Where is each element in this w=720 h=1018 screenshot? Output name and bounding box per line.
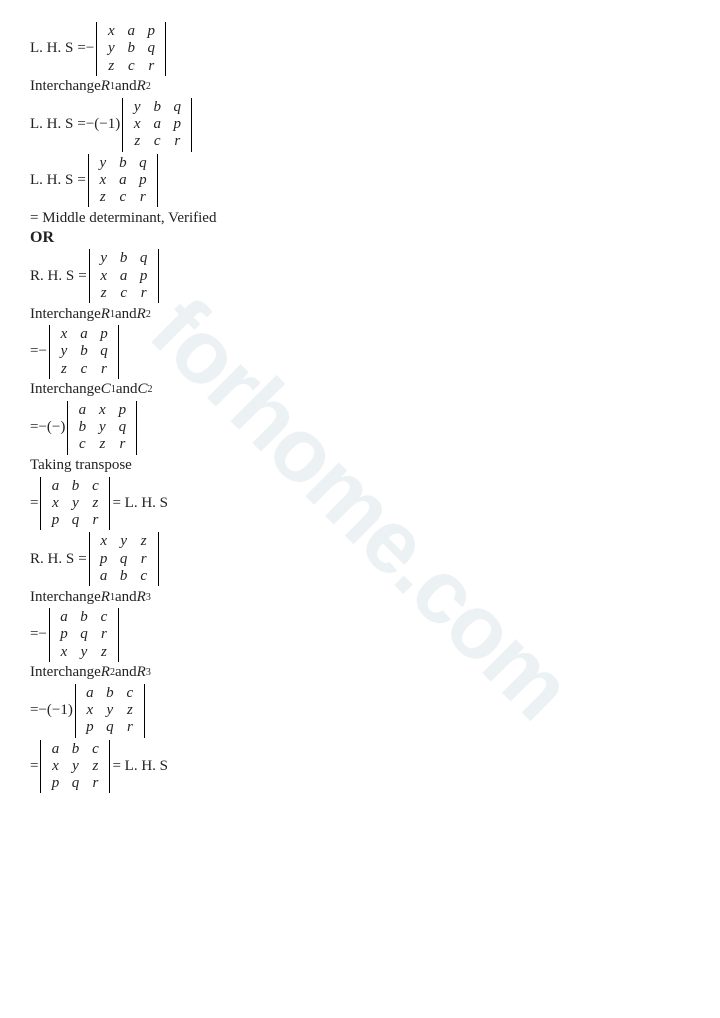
equals: =: [30, 419, 38, 436]
equals: =: [30, 758, 38, 775]
eq-line: R. H. S = xyz pqr abc: [30, 532, 390, 586]
step-text: Interchange R1 and R2: [30, 78, 390, 96]
eq-line: L. H. S = − xap ybq zcr: [30, 22, 390, 76]
or-label: OR: [30, 229, 390, 247]
determinant: abc xyz pqr: [75, 684, 145, 738]
rhs-label: R. H. S: [30, 268, 74, 285]
determinant: xap ybq zcr: [49, 325, 119, 379]
determinant: ybq xap zcr: [88, 154, 158, 208]
eq-line: R. H. S = ybq xap zcr: [30, 249, 390, 303]
eq-line: = abc xyz pqr = L. H. S: [30, 477, 390, 531]
neg-neg-one: −(−1): [86, 116, 120, 133]
equals: =: [30, 626, 38, 643]
equals: =: [78, 268, 86, 285]
neg-neg: −(−): [38, 419, 65, 436]
equals: =: [30, 702, 38, 719]
math-content: L. H. S = − xap ybq zcr Interchange R1 a…: [30, 22, 390, 793]
equals: =: [30, 343, 38, 360]
lhs-label: L. H. S: [30, 116, 73, 133]
equals: =: [77, 40, 85, 57]
rhs-label: R. H. S: [30, 551, 74, 568]
step-text: Taking transpose: [30, 457, 390, 475]
eq-line: = − abc pqr xyz: [30, 608, 390, 662]
equals: =: [77, 172, 85, 189]
step-text: Interchange R1 and R2: [30, 305, 390, 323]
eq-line: = −(−) axp byq czr: [30, 401, 390, 455]
eq-line: = − xap ybq zcr: [30, 325, 390, 379]
determinant: axp byq czr: [67, 401, 137, 455]
verified-text: = Middle determinant, Verified: [30, 209, 390, 227]
determinant: abc xyz pqr: [40, 477, 110, 531]
lhs-label: L. H. S: [30, 172, 73, 189]
step-text: Interchange R1 and R3: [30, 588, 390, 606]
negative-sign: −: [38, 343, 46, 360]
determinant: ybq xap zcr: [122, 98, 192, 152]
equals: =: [77, 116, 85, 133]
negative-sign: −: [86, 40, 94, 57]
eq-line: L. H. S = −(−1) ybq xap zcr: [30, 98, 390, 152]
eq-line: = −(−1) abc xyz pqr: [30, 684, 390, 738]
negative-sign: −: [38, 626, 46, 643]
determinant: abc pqr xyz: [49, 608, 119, 662]
eq-line: = abc xyz pqr = L. H. S: [30, 740, 390, 794]
equals-lhs: = L. H. S: [112, 495, 168, 512]
determinant: xyz pqr abc: [89, 532, 159, 586]
equals: =: [30, 495, 38, 512]
determinant: abc xyz pqr: [40, 740, 110, 794]
neg-neg-one: −(−1): [38, 702, 72, 719]
determinant: xap ybq zcr: [96, 22, 166, 76]
equals: =: [78, 551, 86, 568]
step-text: Interchange C1 and C2: [30, 381, 390, 399]
eq-line: L. H. S = ybq xap zcr: [30, 154, 390, 208]
step-text: Interchange R2 and R3: [30, 664, 390, 682]
determinant: ybq xap zcr: [89, 249, 159, 303]
equals-lhs: = L. H. S: [112, 758, 168, 775]
lhs-label: L. H. S: [30, 40, 73, 57]
